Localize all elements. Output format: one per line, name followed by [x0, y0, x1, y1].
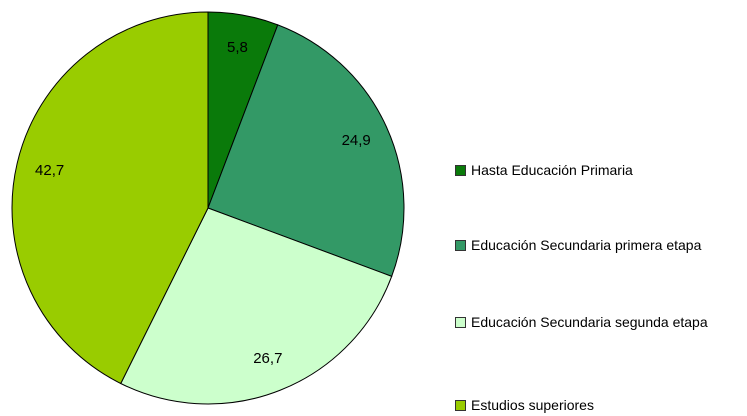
legend-swatch	[455, 165, 466, 176]
data-label: 5,8	[227, 39, 248, 56]
legend-swatch	[455, 240, 466, 251]
pie-slice	[207, 24, 405, 277]
legend-item: Educación Secundaria primera etapa	[455, 235, 745, 255]
pie-slice	[11, 11, 209, 385]
legend-item: Estudios superiores	[455, 395, 745, 415]
legend-swatch	[455, 400, 466, 411]
legend-label: Hasta Educación Primaria	[471, 162, 633, 178]
legend-label: Educación Secundaria primera etapa	[471, 237, 702, 253]
data-label: 42,7	[35, 162, 64, 179]
data-label: 24,9	[342, 132, 371, 149]
legend-swatch	[455, 317, 466, 328]
legend-item: Hasta Educación Primaria	[455, 160, 745, 180]
data-label: 26,7	[253, 350, 282, 367]
legend-label: Educación Secundaria segunda etapa	[471, 314, 708, 330]
legend-label: Estudios superiores	[471, 397, 594, 413]
pie-slice	[120, 207, 393, 405]
legend-item: Educación Secundaria segunda etapa	[455, 312, 745, 332]
